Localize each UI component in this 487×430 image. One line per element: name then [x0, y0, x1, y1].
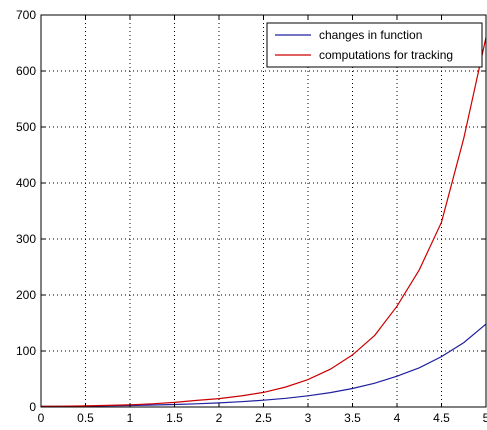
series-line-1	[40, 323, 487, 407]
y-tick-label: 100	[16, 344, 36, 358]
legend: changes in function computations for trac…	[266, 22, 483, 68]
x-tick-label: 2	[216, 411, 223, 425]
y-axis-tick-labels: 0 100 200 300 400 500 600 700	[16, 8, 36, 414]
x-tick-label: 3.5	[344, 411, 361, 425]
y-tick-label: 0	[29, 400, 36, 414]
x-tick-label: 5	[483, 411, 487, 425]
series-lines	[40, 37, 487, 407]
series-line-2	[40, 37, 487, 407]
y-tick-label: 500	[16, 120, 36, 134]
y-tick-label: 400	[16, 176, 36, 190]
x-tick-label: 2.5	[255, 411, 272, 425]
x-tick-label: 0.5	[77, 411, 94, 425]
y-tick-label: 300	[16, 232, 36, 246]
legend-label-1: changes in function	[319, 28, 422, 42]
x-tick-label: 3	[305, 411, 312, 425]
x-tick-label: 4.5	[433, 411, 450, 425]
grid-lines	[41, 15, 486, 407]
x-tick-label: 4	[394, 411, 401, 425]
legend-box	[266, 22, 483, 68]
y-tick-label: 600	[16, 64, 36, 78]
x-tick-label: 1	[127, 411, 134, 425]
x-axis-tick-labels: 0 0.5 1 1.5 2 2.5 3 3.5 4 4.5 5	[38, 411, 487, 425]
x-tick-label: 0	[38, 411, 45, 425]
y-tick-label: 200	[16, 288, 36, 302]
legend-label-2: computations for tracking	[319, 48, 453, 62]
y-tick-label: 700	[16, 8, 36, 22]
x-tick-label: 1.5	[166, 411, 183, 425]
axis-ticks	[40, 14, 487, 408]
